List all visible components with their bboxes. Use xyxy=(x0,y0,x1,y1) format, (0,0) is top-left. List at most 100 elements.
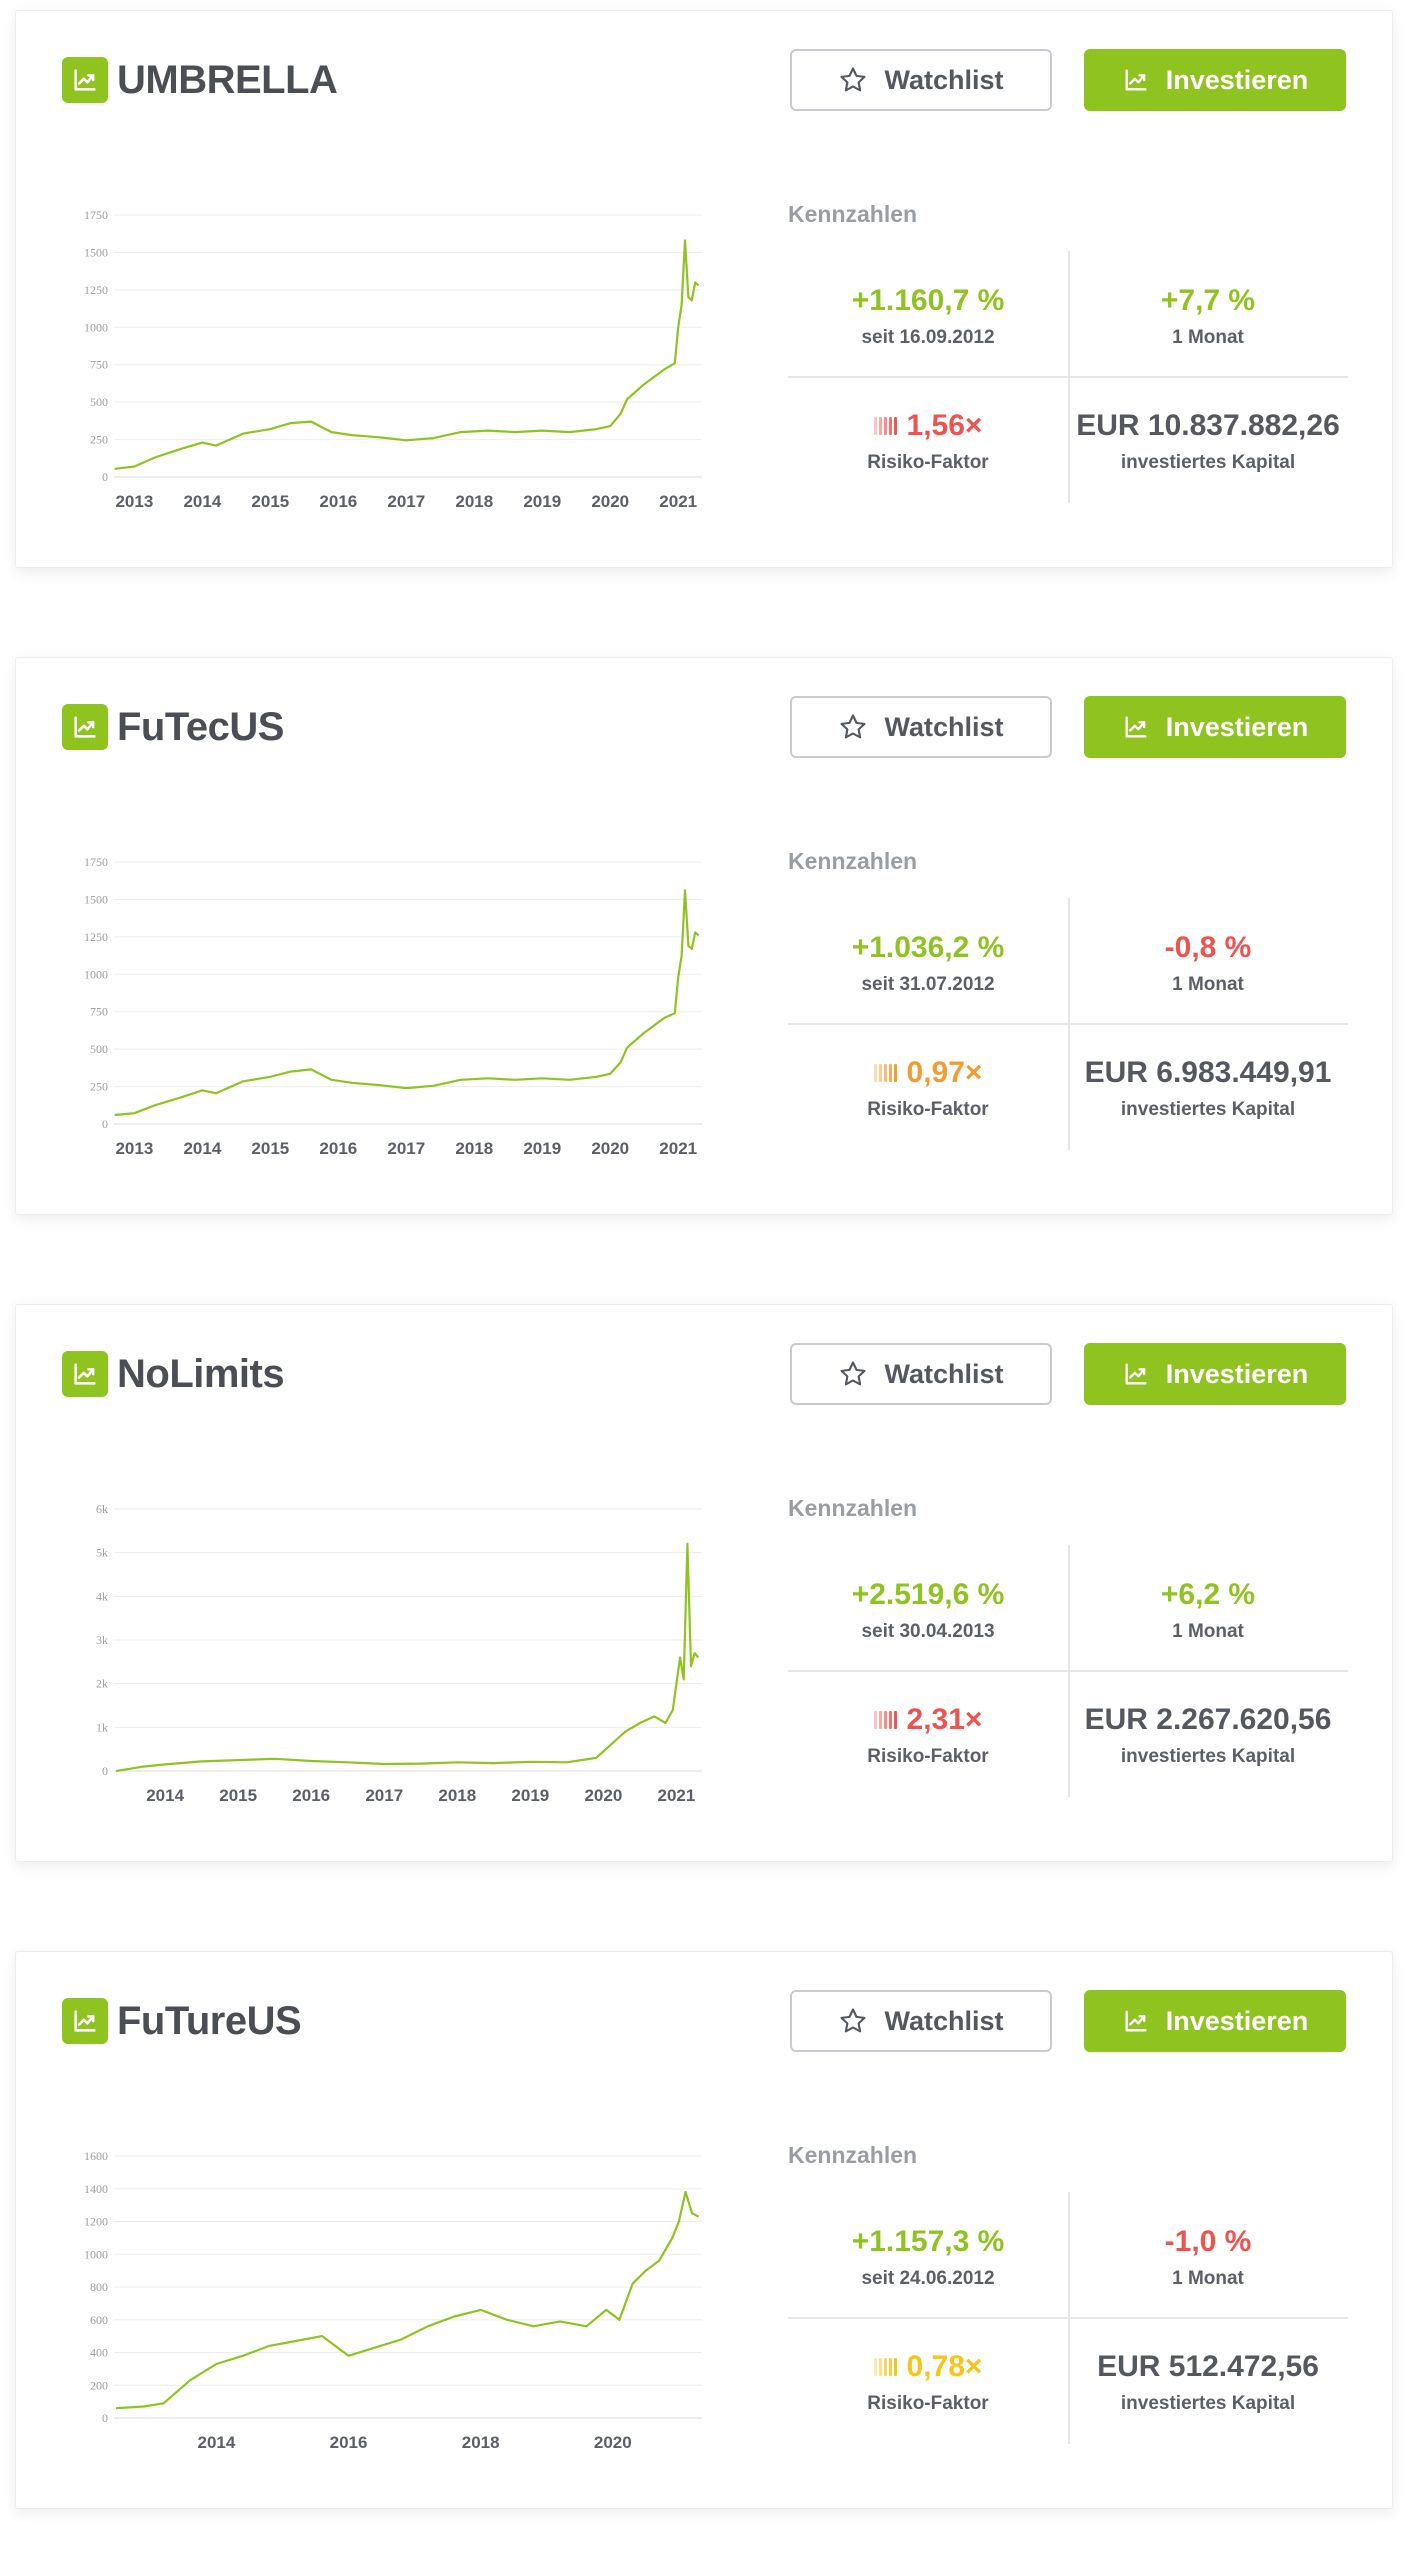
y-tick-label: 500 xyxy=(90,395,108,409)
risk-cell: 0,97× Risiko-Faktor xyxy=(788,1055,1068,1121)
y-tick-label: 1000 xyxy=(84,320,108,334)
x-tick-label: 2021 xyxy=(659,492,697,511)
invest-label: Investieren xyxy=(1165,711,1309,742)
invest-button[interactable]: Investieren xyxy=(1084,1990,1346,2052)
month-value: +7,7 % xyxy=(1160,284,1256,317)
trending-up-icon xyxy=(1122,2007,1150,2035)
fund-name[interactable]: NoLimits xyxy=(117,1351,285,1396)
month-value: -1,0 % xyxy=(1164,2225,1252,2258)
x-tick-label: 2020 xyxy=(594,2433,632,2452)
performance-cell: +1.036,2 % seit 31.07.2012 xyxy=(788,930,1068,996)
series-line xyxy=(115,2190,700,2410)
invest-button[interactable]: Investieren xyxy=(1084,49,1346,111)
capital-label: investiertes Kapital xyxy=(1120,1099,1296,1120)
x-tick-label: 2018 xyxy=(462,2433,500,2452)
performance-since: seit 30.04.2013 xyxy=(861,1621,995,1642)
x-tick-label: 2016 xyxy=(292,1786,330,1805)
y-tick-label: 0 xyxy=(102,1117,108,1131)
x-tick-label: 2020 xyxy=(591,492,629,511)
y-tick-label: 800 xyxy=(90,2280,108,2294)
invest-button[interactable]: Investieren xyxy=(1084,1343,1346,1405)
trending-up-icon xyxy=(1122,1360,1150,1388)
trending-up-icon xyxy=(62,704,108,750)
divider xyxy=(788,2317,1348,2319)
trending-up-icon xyxy=(1122,713,1150,741)
risk-meter-icon xyxy=(873,1064,899,1082)
y-tick-label: 0 xyxy=(102,470,108,484)
y-tick-label: 1500 xyxy=(84,245,108,259)
performance-cell: +1.157,3 % seit 24.06.2012 xyxy=(788,2224,1068,2290)
x-tick-label: 2013 xyxy=(115,1139,153,1158)
y-tick-label: 1000 xyxy=(84,967,108,981)
fund-header: NoLimits xyxy=(62,1351,285,1397)
watchlist-button[interactable]: Watchlist xyxy=(790,49,1052,111)
star-outline-icon xyxy=(838,65,868,95)
watchlist-label: Watchlist xyxy=(884,64,1004,95)
y-tick-label: 1k xyxy=(96,1720,108,1734)
key-figures: +1.157,3 % seit 24.06.2012 -1,0 % 1 Mona… xyxy=(788,2192,1348,2444)
performance-cell: +2.519,6 % seit 30.04.2013 xyxy=(788,1577,1068,1643)
watchlist-button[interactable]: Watchlist xyxy=(790,1343,1052,1405)
y-tick-label: 750 xyxy=(90,358,108,372)
risk-cell: 2,31× Risiko-Faktor xyxy=(788,1702,1068,1768)
x-tick-label: 2017 xyxy=(387,1139,425,1158)
y-tick-label: 1750 xyxy=(84,208,108,222)
capital-cell: EUR 6.983.449,91 investiertes Kapital xyxy=(1068,1055,1348,1121)
kennzahlen-heading: Kennzahlen xyxy=(788,1495,918,1521)
risk-value-wrap: 1,56× xyxy=(873,408,982,444)
x-tick-label: 2021 xyxy=(658,1786,696,1805)
x-tick-label: 2016 xyxy=(330,2433,368,2452)
performance-cell: +1.160,7 % seit 16.09.2012 xyxy=(788,283,1068,349)
kennzahlen-heading: Kennzahlen xyxy=(788,848,918,874)
kennzahlen-heading: Kennzahlen xyxy=(788,2142,918,2168)
key-figures: +2.519,6 % seit 30.04.2013 +6,2 % 1 Mona… xyxy=(788,1545,1348,1797)
risk-label: Risiko-Faktor xyxy=(867,1099,989,1120)
fund-name[interactable]: FuTecUS xyxy=(117,704,284,749)
performance-since: seit 24.06.2012 xyxy=(861,2268,995,2289)
month-cell: +7,7 % 1 Monat xyxy=(1068,283,1348,349)
series-line xyxy=(116,1542,700,1773)
capital-value: EUR 512.472,56 xyxy=(1097,2350,1319,2383)
kennzahlen-heading: Kennzahlen xyxy=(788,201,918,227)
fund-header: FuTureUS xyxy=(62,1998,302,2044)
risk-value-wrap: 2,31× xyxy=(873,1702,982,1738)
month-cell: -1,0 % 1 Monat xyxy=(1068,2224,1348,2290)
x-tick-label: 2020 xyxy=(591,1139,629,1158)
star-outline-icon xyxy=(838,2006,868,2036)
capital-value: EUR 2.267.620,56 xyxy=(1084,1703,1332,1736)
fund-name[interactable]: FuTureUS xyxy=(117,1998,302,2043)
watchlist-button[interactable]: Watchlist xyxy=(790,1990,1052,2052)
performance-value: +1.036,2 % xyxy=(851,931,1005,964)
capital-value: EUR 6.983.449,91 xyxy=(1084,1056,1332,1089)
y-tick-label: 750 xyxy=(90,1005,108,1019)
capital-cell: EUR 512.472,56 investiertes Kapital xyxy=(1068,2349,1348,2415)
y-tick-label: 600 xyxy=(90,2313,108,2327)
month-label: 1 Monat xyxy=(1172,2268,1244,2289)
x-tick-label: 2018 xyxy=(455,1139,493,1158)
capital-value: EUR 10.837.882,26 xyxy=(1076,409,1340,442)
key-figures: +1.160,7 % seit 16.09.2012 +7,7 % 1 Mona… xyxy=(788,251,1348,503)
invest-button[interactable]: Investieren xyxy=(1084,696,1346,758)
performance-since: seit 31.07.2012 xyxy=(861,974,995,995)
trending-up-icon xyxy=(1122,66,1150,94)
risk-label: Risiko-Faktor xyxy=(867,452,989,473)
watchlist-label: Watchlist xyxy=(884,1358,1004,1389)
fund-card: UMBRELLA Watchlist Investieren 0 250 500 75… xyxy=(15,10,1393,568)
x-tick-label: 2016 xyxy=(319,492,357,511)
fund-name[interactable]: UMBRELLA xyxy=(117,57,338,102)
risk-label: Risiko-Faktor xyxy=(867,2393,989,2414)
watchlist-label: Watchlist xyxy=(884,2005,1004,2036)
y-tick-label: 1200 xyxy=(84,2215,108,2229)
star-outline-icon xyxy=(838,1359,868,1389)
x-tick-label: 2014 xyxy=(146,1786,184,1805)
y-tick-label: 2k xyxy=(96,1677,108,1691)
watchlist-button[interactable]: Watchlist xyxy=(790,696,1052,758)
y-tick-label: 3k xyxy=(96,1633,108,1647)
x-tick-label: 2017 xyxy=(387,492,425,511)
x-tick-label: 2019 xyxy=(523,492,561,511)
y-tick-label: 1500 xyxy=(84,892,108,906)
y-tick-label: 5k xyxy=(96,1546,108,1560)
y-tick-label: 6k xyxy=(96,1502,108,1516)
x-tick-label: 2018 xyxy=(438,1786,476,1805)
risk-value: 0,78× xyxy=(906,2350,983,2383)
